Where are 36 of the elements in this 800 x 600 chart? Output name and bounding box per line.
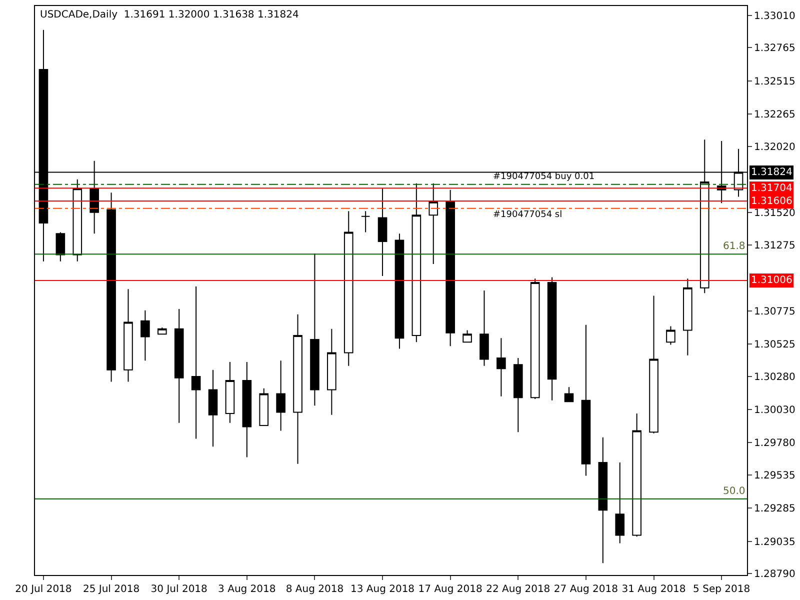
x-tick-label: 27 Aug 2018 bbox=[554, 584, 618, 595]
ref-line-label: 1.31704 bbox=[751, 183, 792, 194]
y-tick-label: 1.31275 bbox=[754, 240, 796, 252]
y-tick-label: 1.29535 bbox=[754, 470, 796, 482]
x-tick-label: 17 Aug 2018 bbox=[418, 584, 482, 595]
ref-line-label: 1.31824 bbox=[751, 167, 792, 178]
x-tick-label: 25 Jul 2018 bbox=[82, 584, 140, 595]
x-tick-label: 31 Aug 2018 bbox=[622, 584, 686, 595]
y-tick-label: 1.32265 bbox=[754, 109, 796, 120]
x-tick-label: 3 Aug 2018 bbox=[218, 584, 276, 595]
x-tick-label: 22 Aug 2018 bbox=[486, 584, 550, 595]
y-tick-label: 1.29285 bbox=[754, 504, 796, 515]
ref-line-label: #190477054 sl bbox=[493, 210, 562, 220]
y-tick-label: 1.33010 bbox=[754, 10, 796, 22]
x-tick-label: 5 Sep 2018 bbox=[693, 584, 750, 595]
y-tick-label: 1.30775 bbox=[754, 306, 796, 318]
chart-title: USDCADe,Daily 1.31691 1.32000 1.31638 1.31824 bbox=[40, 10, 299, 20]
y-tick-label: 1.32765 bbox=[754, 43, 796, 54]
ref-line-label: #190477054 buy 0.01 bbox=[493, 172, 595, 182]
y-tick-label: 1.29780 bbox=[754, 438, 796, 450]
y-tick-label: 1.31520 bbox=[754, 208, 796, 219]
x-tick-label: 30 Jul 2018 bbox=[150, 584, 208, 595]
y-tick-label: 1.32515 bbox=[754, 76, 796, 88]
x-tick-label: 8 Aug 2018 bbox=[286, 584, 344, 595]
x-tick-label: 20 Jul 2018 bbox=[15, 584, 72, 595]
y-tick-label: 1.28790 bbox=[754, 569, 796, 580]
annotation: 50.0 bbox=[723, 486, 746, 497]
ref-line-label: 1.31006 bbox=[751, 275, 792, 286]
y-tick-label: 1.30030 bbox=[754, 405, 796, 416]
ref-line-label: 1.31606 bbox=[751, 196, 792, 207]
x-tick-label: 13 Aug 2018 bbox=[350, 584, 415, 595]
y-tick-label: 1.30280 bbox=[754, 372, 796, 384]
y-tick-label: 1.30525 bbox=[754, 340, 796, 351]
y-tick-label: 1.29035 bbox=[754, 536, 796, 548]
annotation: 61.8 bbox=[723, 241, 746, 252]
y-tick-label: 1.32020 bbox=[754, 142, 796, 153]
